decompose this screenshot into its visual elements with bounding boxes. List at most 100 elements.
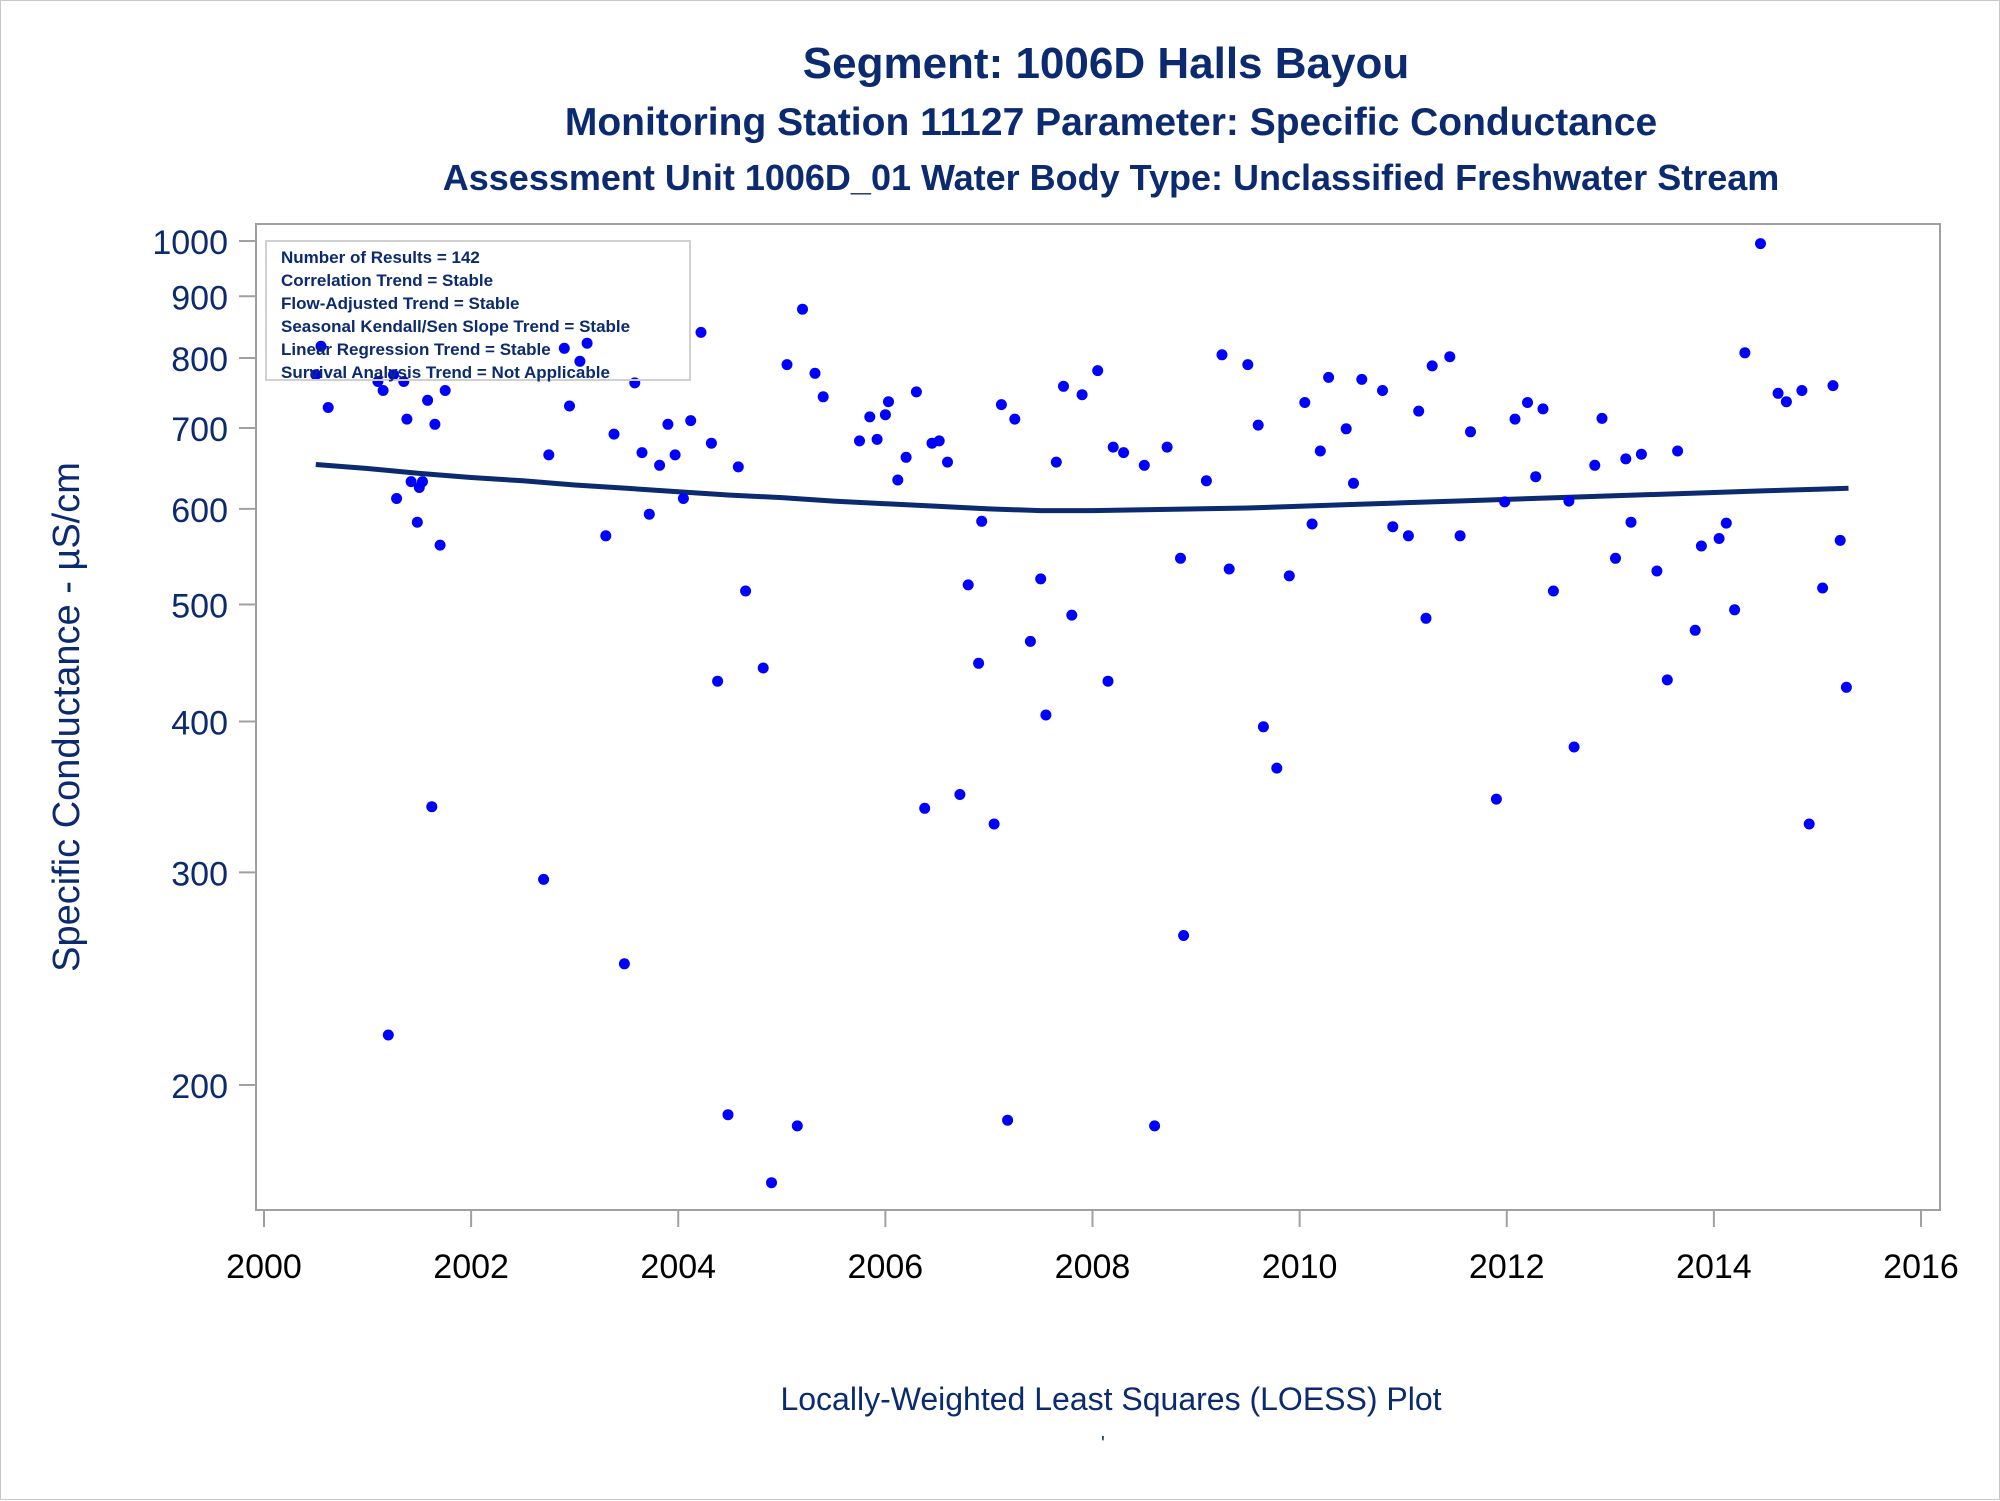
data-point bbox=[1625, 516, 1637, 528]
data-point bbox=[1076, 389, 1088, 401]
plot-footnote: Locally-Weighted Least Squares (LOESS) P… bbox=[780, 1381, 1442, 1417]
data-point bbox=[722, 1109, 734, 1121]
plot-area-border bbox=[255, 223, 1941, 1211]
data-point bbox=[871, 433, 883, 445]
data-point bbox=[1689, 624, 1701, 636]
data-points-layer bbox=[310, 238, 1852, 1189]
data-point bbox=[797, 303, 808, 315]
data-point bbox=[600, 530, 612, 542]
y-axis-title: Specific Conductance - µS/cm bbox=[46, 462, 88, 972]
data-point bbox=[377, 385, 389, 396]
data-point bbox=[1454, 530, 1466, 542]
y-tick-label: 500 bbox=[171, 587, 228, 625]
data-point bbox=[429, 418, 441, 430]
data-point bbox=[1490, 793, 1502, 805]
data-point bbox=[636, 447, 648, 459]
data-point bbox=[740, 585, 752, 597]
data-point bbox=[1058, 380, 1069, 392]
y-tick-label: 600 bbox=[171, 492, 228, 530]
chart-subtitle-station: Monitoring Station 11127 Parameter: Spec… bbox=[564, 101, 1658, 144]
data-point bbox=[1444, 351, 1456, 363]
data-point bbox=[973, 657, 985, 669]
stat-flow-adjusted-trend: Flow-Adjusted Trend = Stable bbox=[281, 294, 520, 313]
data-point bbox=[712, 675, 724, 687]
data-point bbox=[618, 958, 630, 970]
y-tick-label: 300 bbox=[171, 855, 228, 893]
data-point bbox=[757, 662, 769, 674]
data-point bbox=[564, 400, 575, 412]
data-point bbox=[685, 415, 697, 427]
footnote-mark: ' bbox=[1101, 1433, 1105, 1455]
data-point bbox=[1377, 385, 1388, 396]
data-point bbox=[1257, 721, 1269, 733]
data-point bbox=[854, 435, 865, 447]
chart-title: Segment: 1006D Halls Bayou bbox=[802, 39, 1410, 88]
data-point bbox=[1283, 570, 1295, 582]
data-point bbox=[1306, 518, 1318, 530]
data-point bbox=[574, 355, 586, 367]
data-point bbox=[1509, 413, 1521, 425]
y-tick-label: 1000 bbox=[152, 224, 228, 262]
data-point bbox=[411, 516, 423, 528]
data-point bbox=[900, 451, 912, 463]
data-point bbox=[1402, 530, 1414, 542]
data-point bbox=[1568, 741, 1580, 753]
data-point bbox=[1252, 419, 1264, 431]
data-point bbox=[1537, 403, 1549, 415]
data-point bbox=[919, 802, 931, 814]
data-point bbox=[1356, 373, 1368, 385]
data-point bbox=[1499, 496, 1511, 508]
data-point bbox=[910, 386, 922, 398]
y-tick-label: 700 bbox=[171, 411, 228, 449]
data-point bbox=[1465, 426, 1476, 438]
data-point bbox=[1780, 396, 1792, 408]
data-point bbox=[988, 818, 1000, 830]
data-point bbox=[677, 493, 689, 504]
trend-statistics-box: Number of Results = 142 Correlation Tren… bbox=[265, 240, 691, 382]
stat-linear-regression-trend: Linear Regression Trend = Stable bbox=[281, 340, 551, 359]
y-tick-label: 400 bbox=[171, 705, 228, 743]
data-point bbox=[1729, 604, 1741, 616]
x-tick-label: 2008 bbox=[1055, 1248, 1131, 1286]
data-point bbox=[1200, 475, 1212, 487]
data-point bbox=[382, 1029, 394, 1041]
data-point bbox=[1817, 582, 1829, 594]
stat-survival-analysis-trend: Survival Analysis Trend = Not Applicable bbox=[281, 363, 610, 382]
data-point bbox=[669, 449, 681, 461]
data-point bbox=[558, 342, 570, 354]
data-point bbox=[1840, 681, 1852, 693]
data-point bbox=[426, 801, 438, 813]
data-point bbox=[310, 369, 322, 381]
data-point bbox=[942, 456, 953, 468]
data-point bbox=[1040, 709, 1052, 721]
data-point bbox=[422, 394, 434, 406]
loess-curve-layer bbox=[315, 462, 1849, 514]
x-tick-label: 2010 bbox=[1262, 1248, 1338, 1286]
data-point bbox=[1271, 762, 1283, 774]
data-point bbox=[1827, 380, 1839, 392]
data-point bbox=[608, 428, 620, 440]
data-point bbox=[1348, 477, 1359, 489]
data-point bbox=[817, 391, 829, 403]
data-point bbox=[1530, 471, 1542, 483]
data-point bbox=[1651, 565, 1663, 577]
data-point bbox=[1066, 609, 1078, 621]
data-point bbox=[1661, 674, 1673, 686]
data-point bbox=[864, 411, 876, 423]
x-tick-label: 2012 bbox=[1469, 1248, 1545, 1286]
data-point bbox=[1755, 238, 1766, 250]
data-point bbox=[781, 359, 793, 371]
data-point bbox=[1009, 413, 1021, 425]
data-point bbox=[1796, 385, 1808, 396]
data-point bbox=[705, 437, 717, 449]
data-point bbox=[372, 376, 384, 387]
data-point bbox=[791, 1120, 803, 1132]
y-tick-label: 800 bbox=[171, 341, 228, 379]
data-point bbox=[315, 340, 327, 352]
data-point bbox=[1420, 612, 1432, 624]
data-point bbox=[401, 413, 413, 425]
data-point bbox=[654, 459, 666, 471]
data-point bbox=[1216, 349, 1228, 361]
data-point bbox=[1161, 441, 1173, 453]
